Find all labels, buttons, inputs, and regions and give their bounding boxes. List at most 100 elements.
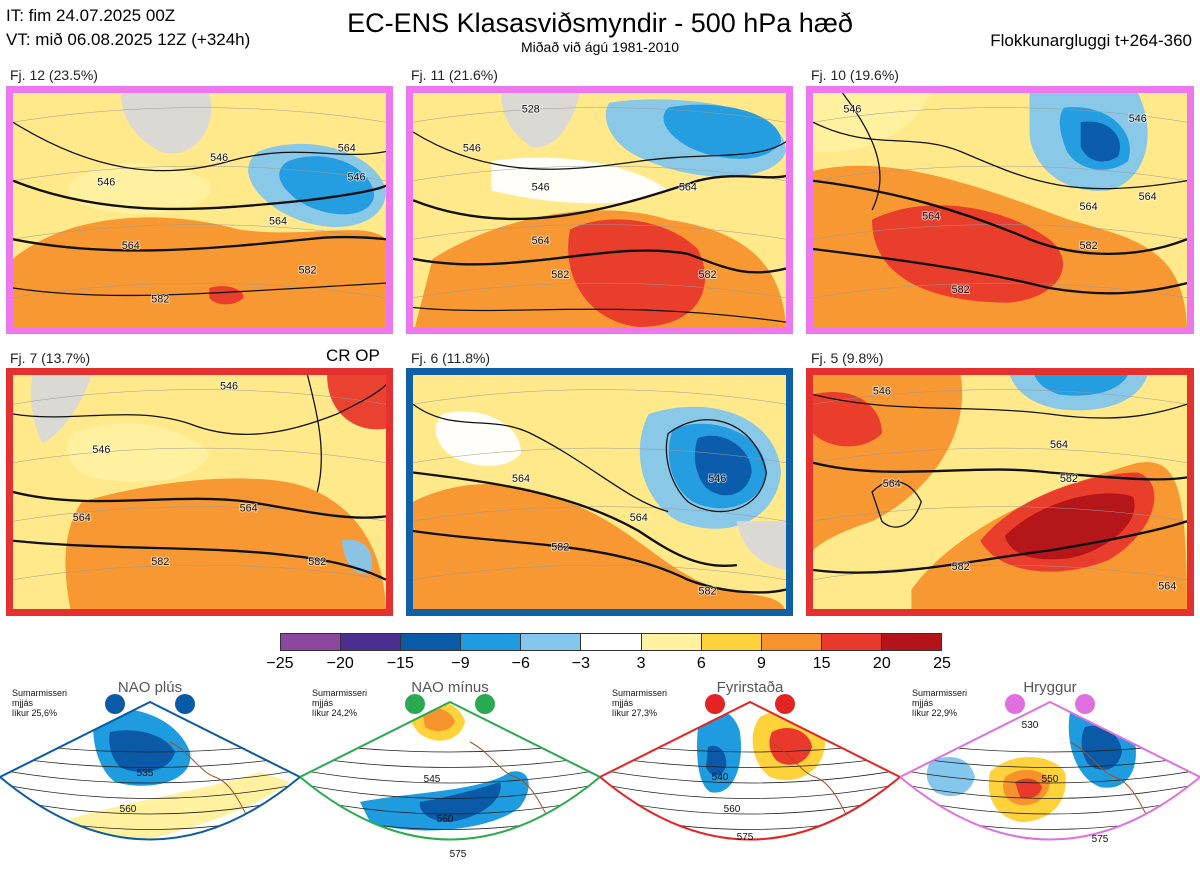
anomaly-shade [68, 162, 211, 214]
colorbar-tick-label: −20 [326, 655, 354, 672]
height-contour [813, 121, 1187, 190]
coastline [169, 741, 252, 840]
graticule-line [13, 224, 386, 240]
regime-contour [0, 783, 300, 799]
colorbar-tick-label: −3 [571, 655, 591, 672]
contour-label: 582 [551, 542, 569, 554]
cluster-map-12: 546 564 564 582 582 546 546 564 [6, 86, 393, 334]
regime-contour [600, 783, 900, 799]
graticule-line [413, 224, 786, 240]
regime-anomaly-shade [1081, 725, 1122, 770]
regime-contour-label: 540 [712, 772, 729, 783]
regime-contour [900, 783, 1200, 799]
valid-time: VT: mið 06.08.2025 12Z (+324h) [6, 30, 251, 49]
panel-label-1: Fj. 12 (23.5%) [10, 67, 98, 83]
cluster-map-7: 546 564 564 582 582 546 [6, 368, 393, 616]
regime-info: Sumarmisseri mjjás líkur 25,6% [12, 688, 68, 718]
regime-map-svg: 530 550 575 [900, 700, 1200, 845]
height-contour [13, 384, 386, 436]
height-contour [13, 282, 386, 297]
contour-label: 582 [952, 284, 970, 296]
operational-run-tag: CR OP [326, 346, 380, 365]
panel-label-3: Fj. 10 (19.6%) [811, 67, 899, 83]
anomaly-shade [872, 205, 1064, 303]
regime-contour-label: 550 [1042, 774, 1059, 785]
anomaly-shade [694, 435, 752, 496]
anomaly-shade [1004, 493, 1135, 560]
regime-contour-label: 560 [437, 814, 454, 825]
contour-label: 564 [679, 182, 697, 194]
contour-label: 546 [708, 473, 726, 485]
contour-label: 582 [308, 556, 326, 568]
contour-label: 564 [240, 503, 258, 515]
height-contour [13, 490, 386, 519]
regime-map-svg: 535 560 [0, 700, 300, 861]
height-contour [413, 249, 786, 274]
anomaly-shade [413, 484, 785, 609]
regime-frame [600, 700, 900, 841]
regime-contour-label: 575 [1092, 834, 1109, 845]
regime-info: Sumarmisseri mjjás líkur 22,9% [912, 688, 968, 718]
regime-map-svg: 545 560 575 [300, 700, 600, 860]
regime-contour [0, 840, 300, 861]
contour-label: 582 [1080, 240, 1098, 252]
graticule-line [813, 389, 1187, 405]
contour-label: 582 [1060, 473, 1078, 485]
regime-nao-minus: 545 560 575 NAO mínus Sumarmisseri mjjás lík… [300, 672, 600, 871]
height-contour [13, 121, 386, 172]
panel-label-6: Fj. 5 (9.8%) [811, 350, 884, 366]
regime-contour [300, 783, 600, 799]
graticule-line [413, 107, 786, 123]
contour-label: 564 [922, 211, 940, 223]
contour-label: 564 [73, 512, 91, 524]
anomaly-map-svg: 528 546 564 564 582 582 546 [413, 93, 786, 327]
contour-label: 582 [698, 269, 716, 281]
height-contour [413, 174, 786, 221]
contour-label: 564 [1080, 201, 1098, 213]
colorbar-swatch [821, 634, 882, 650]
colorbar-tick-label: −6 [511, 655, 530, 672]
graticule-line [13, 447, 386, 463]
regime-contour [600, 769, 900, 784]
contour-label: 546 [873, 386, 891, 398]
anomaly-shade [209, 286, 244, 305]
height-contour [813, 520, 1187, 574]
regime-ridge: 530 550 575 Hryggur Sumarmisseri mjjás líkur… [900, 672, 1200, 871]
anomaly-shade [13, 217, 386, 327]
graticule-line [13, 165, 386, 181]
height-contour [13, 539, 386, 581]
coastline [1069, 741, 1152, 840]
regime-anomaly-shade [109, 730, 175, 772]
graticule-line [13, 506, 386, 522]
regime-info: Sumarmisseri mjjás líkur 24,2% [312, 688, 368, 718]
regime-name: Fyrirstaða [716, 679, 784, 696]
colorbar-tick-label: 15 [812, 655, 831, 672]
regime-contour-label: 530 [1022, 720, 1039, 731]
regime-contour [900, 769, 1200, 784]
height-contour [413, 471, 738, 568]
contour-label: 582 [952, 561, 970, 573]
cluster-map-10: 546 564 564 582 582 564 546 [806, 86, 1194, 334]
regime-marker-dot [105, 694, 125, 714]
colorbar-tick-label: 20 [872, 655, 891, 672]
colorbar-swatch [761, 634, 822, 650]
graticule-line [13, 282, 386, 298]
graticule-line [13, 564, 386, 580]
regime-contour [300, 755, 600, 768]
graticule-line [413, 447, 786, 463]
contour-label: 546 [1129, 113, 1147, 125]
anomaly-shade [813, 93, 932, 152]
contour-label: 546 [843, 104, 861, 116]
contour-label: 564 [1050, 439, 1068, 451]
regime-name: NAO plús [117, 679, 183, 696]
anomaly-shade [501, 93, 580, 148]
colorbar-swatch [701, 634, 762, 650]
graticule-line [413, 282, 786, 298]
panel-label-2: Fj. 11 (21.6%) [411, 67, 498, 83]
height-contour [813, 393, 1187, 419]
contour-label: 582 [698, 585, 716, 597]
height-contour [413, 306, 786, 323]
contour-label: 546 [463, 143, 481, 155]
anomaly-shade [67, 423, 210, 482]
colorbar-tick-label: −15 [386, 655, 414, 672]
